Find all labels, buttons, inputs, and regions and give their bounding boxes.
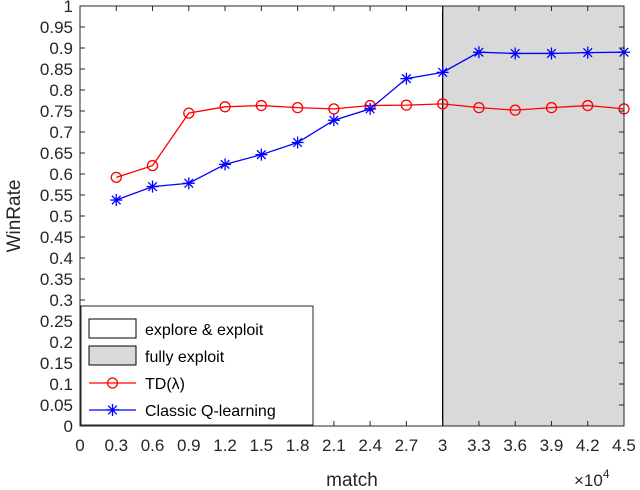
data-point	[364, 102, 377, 115]
data-point	[400, 72, 413, 85]
y-axis-title: WinRate	[4, 180, 25, 253]
x-axis-multiplier: ×104	[574, 467, 610, 490]
x-tick-label: 4.5	[612, 436, 636, 455]
data-point	[327, 114, 340, 127]
y-tick-label: 0.2	[49, 333, 73, 352]
y-tick-label: 0.25	[40, 312, 73, 331]
legend-marker-td	[106, 377, 119, 389]
y-tick-label: 0.8	[49, 81, 73, 100]
data-point	[255, 99, 267, 112]
data-point	[291, 136, 304, 149]
legend-marker-q	[106, 404, 119, 416]
x-axis-multiplier-exponent: 4	[603, 467, 610, 481]
data-point	[182, 177, 195, 190]
x-tick-label: 4.2	[576, 436, 600, 455]
y-tick-label: 0.4	[49, 249, 73, 268]
series-layer	[110, 46, 630, 207]
y-tick-label: 1	[64, 0, 73, 16]
data-point	[110, 171, 122, 184]
y-tick-label: 0.75	[40, 102, 73, 121]
x-tick-label: 1.5	[250, 436, 274, 455]
series-0	[110, 98, 630, 184]
x-axis-title: match	[326, 470, 378, 490]
legend-swatch-exploit	[88, 345, 137, 366]
data-point	[291, 101, 304, 114]
y-tick-label: 0.85	[40, 60, 73, 79]
data-point	[509, 47, 522, 60]
legend-label-explore: explore & exploit	[145, 322, 264, 339]
x-tick-label: 0	[75, 436, 84, 455]
x-tick-label: 3	[438, 436, 447, 455]
legend: explore & exploit fully exploit TD(λ) Cl…	[80, 305, 314, 426]
data-point	[473, 101, 485, 114]
data-point	[219, 158, 232, 171]
x-tick-label: 3.3	[467, 436, 491, 455]
y-tick-label: 0	[64, 417, 73, 436]
data-point	[110, 194, 123, 207]
x-tick-label: 2.4	[358, 436, 382, 455]
legend-label-exploit: fully exploit	[145, 349, 225, 366]
x-tick-label: 0.3	[104, 436, 128, 455]
x-tick-label: 2.7	[395, 436, 419, 455]
data-point	[545, 47, 558, 60]
x-tick-label: 1.8	[286, 436, 310, 455]
y-tick-label: 0.9	[49, 39, 73, 58]
data-point	[146, 159, 159, 172]
data-point	[437, 98, 449, 110]
x-tick-label: 0.6	[141, 436, 165, 455]
data-point	[509, 104, 521, 116]
x-tick-label: 3.6	[503, 436, 527, 455]
y-tick-label: 0.5	[49, 207, 73, 226]
y-tick-label: 0.95	[40, 18, 73, 37]
x-axis-multiplier-base: ×10	[574, 471, 603, 490]
y-tick-label: 0.6	[49, 165, 73, 184]
data-point	[400, 99, 413, 111]
x-tick-label: 0.9	[177, 436, 201, 455]
data-point	[582, 99, 594, 112]
data-point	[255, 148, 268, 161]
y-tick-label: 0.45	[40, 228, 73, 247]
data-point	[328, 103, 340, 115]
x-tick-label: 1.2	[213, 436, 237, 455]
data-point	[146, 180, 159, 193]
data-point	[545, 101, 558, 114]
y-tick-label: 0.1	[49, 375, 73, 394]
y-tick-label: 0.55	[40, 186, 73, 205]
region-1	[442, 6, 624, 426]
y-tick-label: 0.05	[40, 396, 73, 415]
y-tick-label: 0.7	[49, 123, 73, 142]
data-point	[219, 101, 231, 113]
ticks-layer: 0 0.3 0.6 0.9 1.2 1.5 1.8 2.1 2.4 2.7 3 3.3 3.6 3.9 4.…	[40, 0, 636, 455]
data-point	[436, 66, 449, 79]
legend-swatch-explore	[88, 318, 137, 339]
y-tick-label: 0.65	[40, 144, 73, 163]
data-point	[472, 46, 485, 59]
y-tick-label: 0.35	[40, 270, 73, 289]
y-tick-label: 0.3	[49, 291, 73, 310]
legend-label-td: TD(λ)	[145, 376, 185, 393]
data-point	[581, 46, 594, 59]
x-tick-label: 2.1	[322, 436, 346, 455]
data-point	[183, 107, 195, 119]
legend-label-q: Classic Q-learning	[145, 403, 276, 420]
y-tick-label: 0.15	[40, 354, 73, 373]
series-1	[110, 46, 630, 207]
x-tick-label: 3.9	[540, 436, 564, 455]
